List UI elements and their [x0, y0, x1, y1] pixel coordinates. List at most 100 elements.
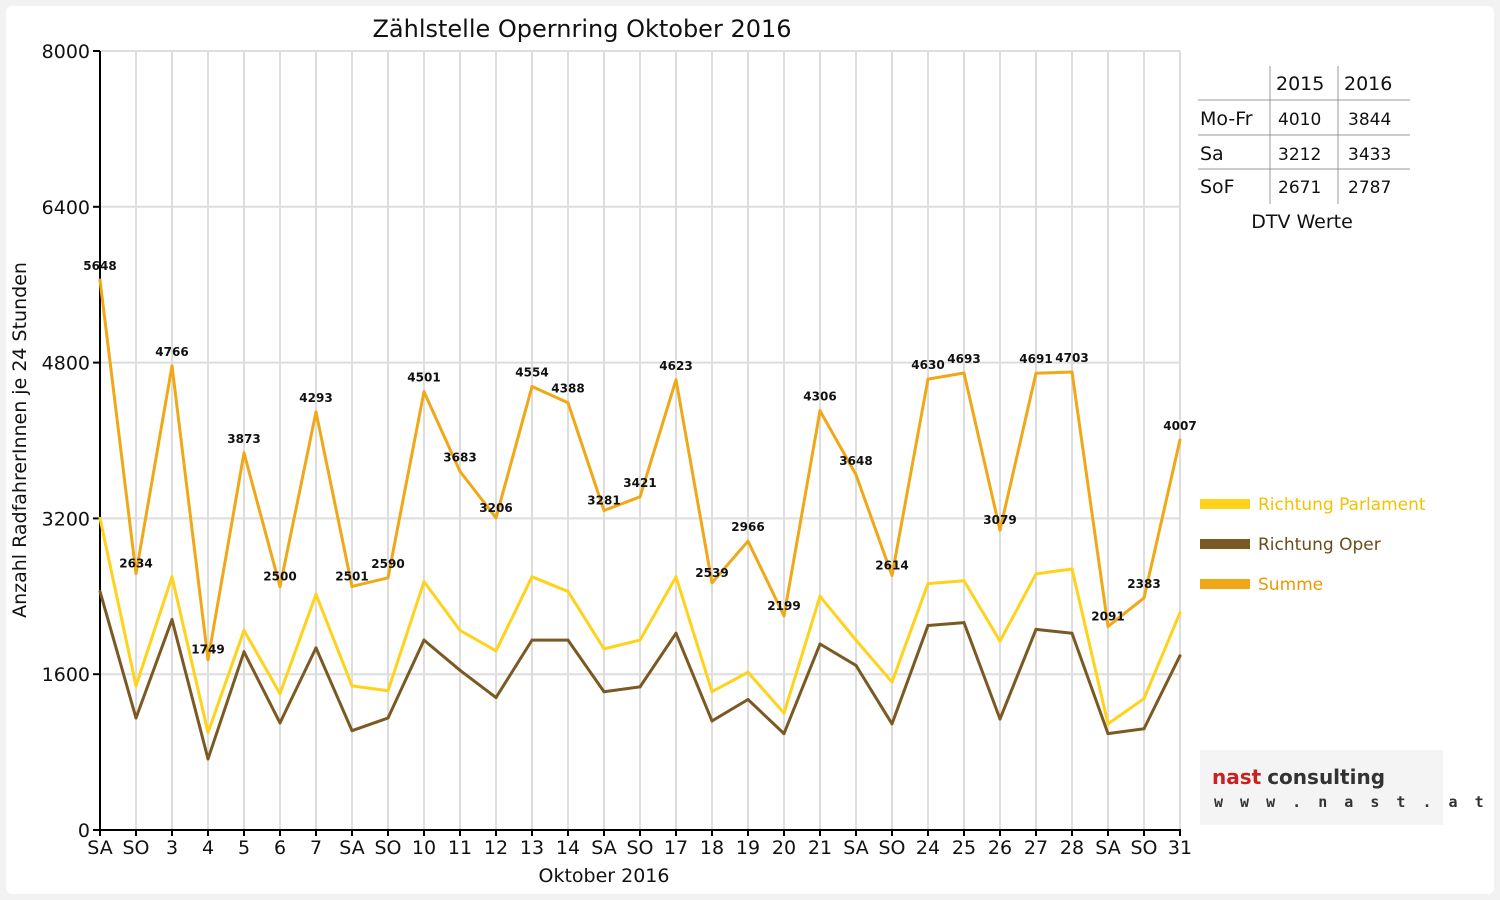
legend-label-summe: Summe: [1258, 575, 1323, 595]
data-point-summe: [134, 572, 138, 576]
logo-url: w w w . n a s t . a t: [1214, 793, 1488, 811]
table-row-label: SoF: [1200, 176, 1235, 198]
data-point-summe: [1034, 371, 1038, 375]
y-tick-label: 4800: [42, 353, 90, 375]
data-point-richtung-oper: [1070, 631, 1074, 635]
data-point-summe: [962, 371, 966, 375]
x-tick-label: 21: [808, 837, 832, 859]
data-point-richtung-parlament: [242, 628, 246, 632]
x-tick-label: 27: [1024, 837, 1048, 859]
x-tick-label: SA: [339, 837, 364, 859]
x-tick-label: SO: [878, 837, 905, 859]
data-point-richtung-parlament: [1142, 697, 1146, 701]
y-tick-label: 0: [78, 820, 90, 842]
legend: Richtung Parlament Richtung Oper Summe: [1200, 495, 1426, 595]
data-point-richtung-oper: [278, 721, 282, 725]
table-header-2016: 2016: [1344, 73, 1392, 95]
x-tick-label: SO: [122, 837, 149, 859]
x-tick-label: SO: [1130, 837, 1157, 859]
data-label: 3683: [443, 450, 476, 464]
data-point-richtung-parlament: [530, 575, 534, 579]
data-point-summe: [1142, 596, 1146, 600]
x-tick-label: SA: [843, 837, 868, 859]
data-label: 4554: [515, 366, 548, 380]
data-label: 2966: [731, 520, 764, 534]
data-point-richtung-oper: [314, 646, 318, 650]
legend-label-oper: Richtung Oper: [1258, 535, 1381, 555]
table-cell: 3433: [1348, 145, 1391, 165]
legend-swatch-oper: [1200, 539, 1250, 549]
data-label: 5648: [83, 259, 116, 273]
x-tick-label: 17: [664, 837, 688, 859]
x-tick-label: 26: [988, 837, 1012, 859]
data-point-richtung-parlament: [746, 670, 750, 674]
data-point-richtung-oper: [386, 716, 390, 720]
x-tick-label: 25: [952, 837, 976, 859]
x-tick-label: 13: [520, 837, 544, 859]
data-point-richtung-oper: [926, 624, 930, 628]
data-point-richtung-oper: [1142, 727, 1146, 731]
data-point-richtung-parlament: [926, 582, 930, 586]
data-point-richtung-parlament: [206, 731, 210, 735]
data-point-summe: [998, 528, 1002, 532]
data-point-summe: [566, 401, 570, 405]
data-point-richtung-parlament: [278, 692, 282, 696]
x-tick-label: 18: [700, 837, 724, 859]
table-cell: 4010: [1278, 110, 1321, 130]
data-label: 4306: [803, 390, 836, 404]
legend-item-summe: Summe: [1200, 575, 1323, 595]
data-point-richtung-oper: [998, 717, 1002, 721]
data-point-richtung-parlament: [566, 589, 570, 593]
data-point-richtung-oper: [422, 638, 426, 642]
data-point-richtung-oper: [638, 685, 642, 689]
data-point-richtung-oper: [134, 716, 138, 720]
data-point-richtung-parlament: [98, 516, 102, 520]
data-label: 4388: [551, 382, 584, 396]
data-label: 2091: [1091, 609, 1124, 623]
data-point-richtung-oper: [602, 690, 606, 694]
data-label: 2539: [695, 566, 728, 580]
data-point-richtung-oper: [494, 696, 498, 700]
data-point-summe: [710, 581, 714, 585]
data-point-summe: [746, 539, 750, 543]
data-point-richtung-parlament: [1178, 611, 1182, 615]
data-point-summe: [818, 409, 822, 413]
x-tick-label: 3: [166, 837, 178, 859]
data-label: 4501: [407, 371, 440, 385]
data-point-richtung-parlament: [962, 579, 966, 583]
data-point-richtung-oper: [890, 722, 894, 726]
data-point-richtung-oper: [710, 719, 714, 723]
table-caption: DTV Werte: [1251, 211, 1353, 233]
data-point-richtung-parlament: [854, 638, 858, 642]
data-point-richtung-oper: [746, 698, 750, 702]
y-axis-title: Anzahl RadfahrerInnen je 24 Stunden: [9, 262, 31, 618]
table-cell: 2671: [1278, 178, 1321, 198]
data-label: 2614: [875, 558, 908, 572]
data-point-summe: [854, 473, 858, 477]
legend-swatch-summe: [1200, 579, 1250, 589]
data-label: 4007: [1163, 419, 1196, 433]
table-cell: 3844: [1348, 110, 1391, 130]
data-point-summe: [170, 364, 174, 368]
x-tick-label: SO: [374, 837, 401, 859]
y-tick-labels: 0 1600 3200 4800 6400 8000: [42, 41, 100, 842]
data-point-summe: [1106, 624, 1110, 628]
chart-panel: [6, 6, 1494, 894]
data-point-richtung-parlament: [782, 711, 786, 715]
data-point-summe: [98, 278, 102, 282]
logo-background: [1200, 750, 1443, 825]
data-point-richtung-parlament: [674, 575, 678, 579]
data-point-summe: [350, 584, 354, 588]
table-cell: 3212: [1278, 145, 1321, 165]
data-point-richtung-parlament: [818, 594, 822, 598]
data-label: 2500: [263, 570, 296, 584]
dtv-table: 2015 2016 Mo-Fr 4010 3844 Sa 3212 3433 S…: [1198, 66, 1410, 233]
x-tick-label: 20: [772, 837, 796, 859]
y-tick-label: 1600: [42, 664, 90, 686]
data-point-summe: [458, 469, 462, 473]
data-point-richtung-oper: [962, 621, 966, 625]
data-point-summe: [1178, 438, 1182, 442]
data-point-richtung-oper: [674, 631, 678, 635]
